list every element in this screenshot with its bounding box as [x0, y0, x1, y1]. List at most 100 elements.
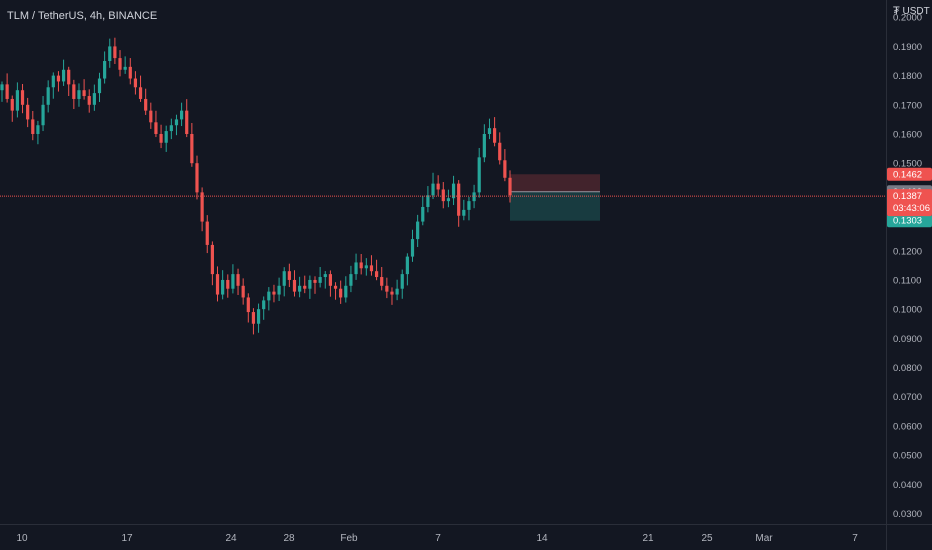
candle-body — [138, 87, 143, 99]
y-tick-label: 0.1000 — [893, 305, 922, 316]
candle-body — [41, 104, 45, 126]
candle-body — [487, 128, 492, 134]
y-tick-label: 0.0600 — [893, 421, 922, 432]
candle-body — [174, 119, 179, 126]
candle-body — [144, 98, 148, 111]
candle-body — [118, 58, 122, 70]
candle-body — [241, 285, 245, 298]
candle-body — [51, 75, 55, 88]
y-tick-label: 0.0300 — [893, 509, 922, 520]
candle-body — [221, 279, 225, 295]
candle-body — [436, 183, 440, 190]
candle-body — [421, 206, 425, 222]
stop-price-tag-bg — [887, 167, 932, 181]
candle-body — [87, 96, 91, 105]
stop-price-tag: 0.1462 — [893, 169, 922, 180]
candle-body — [5, 84, 9, 99]
candle-body — [318, 277, 322, 283]
candle-body — [472, 192, 476, 202]
candle-body — [56, 75, 61, 82]
candle-body — [226, 279, 230, 289]
candle-body — [292, 279, 297, 292]
candle-body — [323, 274, 327, 278]
candle-body — [462, 209, 466, 216]
candle-body — [441, 189, 445, 202]
candle-body — [354, 262, 358, 275]
candle-body — [410, 239, 415, 257]
y-tick-label: 0.0400 — [893, 480, 922, 491]
candle-body — [390, 291, 394, 295]
candle-body — [103, 61, 107, 79]
candle-body — [328, 274, 333, 286]
candle-body — [46, 87, 50, 105]
y-tick-label: 0.1200 — [893, 246, 922, 257]
x-tick-label: Feb — [340, 533, 358, 544]
candle-body — [282, 271, 286, 286]
candle-body — [200, 192, 204, 222]
candle-body — [313, 279, 317, 283]
candle-body — [272, 291, 276, 295]
currency-unit[interactable]: ₮ USDT — [893, 5, 930, 17]
candle-body — [185, 110, 189, 134]
x-tick-label: 25 — [701, 533, 713, 544]
candle-body — [426, 195, 430, 207]
candle-body — [457, 183, 461, 216]
y-tick-label: 0.0800 — [893, 363, 922, 374]
candle-body — [395, 288, 399, 295]
candle-body — [195, 163, 199, 193]
x-tick-label: 7 — [435, 533, 441, 544]
candle-body — [287, 271, 291, 280]
currency-label: USDT — [902, 6, 930, 17]
candle-body — [210, 244, 214, 275]
candle-body — [503, 160, 507, 178]
candle-body — [77, 90, 81, 99]
y-tick-label: 0.1800 — [893, 71, 922, 82]
candle-body — [169, 125, 173, 132]
candle-body — [303, 285, 307, 289]
target-price-tag-bg — [887, 214, 932, 228]
x-tick-label: 24 — [225, 533, 237, 544]
x-tick-label: 10 — [16, 533, 28, 544]
candle-body — [31, 119, 35, 134]
candle-body — [72, 84, 76, 99]
x-tick-label: 7 — [852, 533, 858, 544]
candle-body — [374, 271, 379, 278]
candle-body — [477, 157, 481, 193]
candle-body — [67, 69, 71, 85]
candle-body — [159, 133, 163, 143]
x-tick-label: 21 — [642, 533, 654, 544]
candle-body — [123, 66, 127, 70]
y-tick-label: 0.1900 — [893, 42, 922, 53]
candle-body — [380, 277, 384, 286]
x-tick-label: 17 — [121, 533, 133, 544]
candle-body — [277, 285, 281, 295]
candle-body — [369, 265, 374, 272]
candle-body — [508, 177, 512, 196]
candle-body — [179, 110, 184, 120]
currency-symbol: ₮ — [893, 5, 900, 17]
y-tick-label: 0.1500 — [893, 159, 922, 170]
candle-body — [405, 256, 409, 275]
candle-body — [149, 110, 153, 123]
y-tick-label: 0.0900 — [893, 334, 922, 345]
candle-body — [61, 69, 66, 82]
candle-body — [364, 265, 368, 269]
candle-body — [92, 93, 96, 105]
candle-body — [36, 125, 40, 134]
candle-body — [15, 90, 19, 111]
y-tick-label: 0.1600 — [893, 129, 922, 140]
candle-body — [205, 221, 209, 245]
candle-body — [26, 104, 30, 120]
candle-body — [251, 312, 256, 324]
candle-body — [0, 84, 4, 91]
x-tick-label: 28 — [283, 533, 295, 544]
y-tick-label: 0.1100 — [893, 275, 921, 286]
time-axis: 10 17 24 28 Feb 7 14 21 25 Mar 7 — [16, 533, 858, 544]
candle-body — [308, 279, 312, 289]
candle-body — [467, 201, 471, 210]
candle-body — [190, 133, 194, 164]
